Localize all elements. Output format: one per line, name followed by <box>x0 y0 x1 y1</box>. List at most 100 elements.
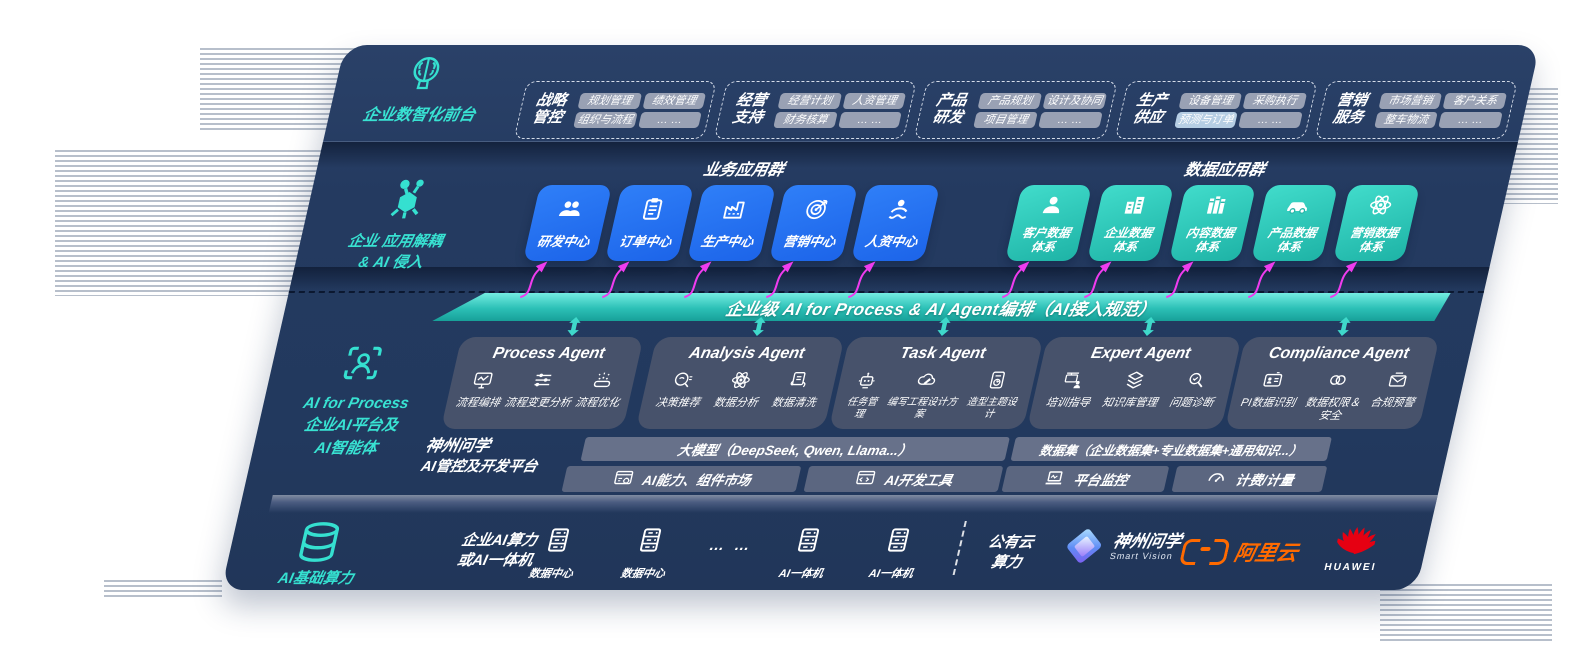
atom-icon <box>1364 192 1397 223</box>
layer-label-compute: AI基础算力 <box>276 570 356 587</box>
double-arrow-icon <box>565 317 583 336</box>
mail-alert-icon <box>1383 369 1411 394</box>
data-box-marketing: 营销数据 体系 <box>1332 185 1421 261</box>
training-icon <box>1059 369 1087 394</box>
server-ai-appliance-2: AI一体机 <box>851 525 940 581</box>
module-pill: 整车物流 <box>1374 111 1439 128</box>
main-panel: 企业数智化前台 战略 管控 规划管理 绩效管理 组织与流程 … … 经营 支持 经营… <box>221 45 1540 590</box>
car-icon <box>1282 192 1315 223</box>
monitor-box: 平台监控 <box>1001 466 1170 492</box>
szwx-logo: 神州问学 Smart Vision <box>1063 527 1184 565</box>
market-icon <box>609 467 637 492</box>
aliyun-logo: 阿里云 <box>1178 537 1301 567</box>
optimize-icon <box>588 369 616 394</box>
group-name: 战略 管控 <box>530 92 569 126</box>
dashed-separator <box>288 291 1485 293</box>
server-icon <box>879 525 917 560</box>
group-operation: 经营 支持 经营计划 人资管理 财务核算 … … <box>713 81 918 139</box>
agent-title: Analysis Agent <box>687 345 807 362</box>
aliyun-bracket-icon <box>1178 539 1231 565</box>
brain-icon <box>398 51 452 102</box>
books-icon <box>1200 192 1233 223</box>
app-box-production-center: 生产中心 <box>686 185 777 261</box>
model-bar: 大模型（DeepSeek, Qwen, Llama...） <box>580 437 1010 461</box>
server-icon <box>789 525 827 560</box>
sliders-icon <box>529 369 557 394</box>
molecule-icon <box>377 173 438 232</box>
group-product-rd: 产品 研发 产品规划 设计及协同 项目管理 … … <box>914 81 1118 139</box>
app-box-marketing-center: 营销中心 <box>768 185 859 261</box>
group-name: 生产 供应 <box>1131 92 1169 126</box>
robot-icon <box>853 369 881 394</box>
server-datacenter-2: 数据中心 <box>603 525 692 581</box>
user-icon <box>1036 192 1069 223</box>
server-datacenter-1: 数据中心 <box>511 525 600 581</box>
layer-divider <box>268 495 1438 513</box>
clipboard-icon <box>636 196 669 227</box>
module-pill: 财务核算 <box>773 111 838 128</box>
business-group-title: 业务应用群 <box>701 162 786 179</box>
module-pill: … … <box>1438 111 1503 128</box>
factory-icon <box>718 196 751 227</box>
layer-label-front-office: 企业数智化前台 <box>361 107 477 124</box>
module-pill: … … <box>1038 111 1103 128</box>
module-pill: … … <box>838 111 903 128</box>
data-clean-icon <box>785 369 813 394</box>
module-pill: 产品规划 <box>977 92 1043 109</box>
hatch-decoration <box>1380 584 1552 642</box>
cloud-pen-icon <box>913 369 941 394</box>
agent-box-analysis: Analysis Agent 决策推荐 数据分析 数据清洗 <box>635 337 845 429</box>
group-production-supply: 生产 供应 设备管理 采购执行 预测与订单 … … <box>1114 81 1318 139</box>
data-box-enterprise: 企业数据 体系 <box>1086 185 1175 261</box>
data-box-customer: 客户数据 体系 <box>1004 185 1093 261</box>
server-icon <box>539 525 577 560</box>
module-pill: 人资管理 <box>842 92 907 109</box>
group-name: 营销 服务 <box>1331 92 1370 126</box>
layer-label-decoupling: 企业 应用解耦 & AI 侵入 <box>346 233 445 271</box>
atom-icon <box>727 369 755 394</box>
front-office-groups: 战略 管控 规划管理 绩效管理 组织与流程 … … 经营 支持 经营计划 人资管理 … <box>513 81 1518 139</box>
agent-box-process: Process Agent 流程编排 流程变更分析 流程优化 <box>440 337 644 429</box>
team-icon <box>554 196 587 227</box>
flow-editor-icon <box>469 369 497 394</box>
module-pill: 设备管理 <box>1178 92 1243 109</box>
advise-head-icon <box>669 369 697 394</box>
module-pill: … … <box>637 111 703 128</box>
module-pill: … … <box>1238 111 1303 128</box>
devtools-icon <box>851 467 879 492</box>
laptop-monitor-icon <box>1040 467 1068 492</box>
diagnose-icon <box>1182 369 1210 394</box>
dataset-bar: 数据集（企业数据集+专业数据集+通用知识...） <box>1010 437 1332 461</box>
agent-title: Task Agent <box>898 345 988 362</box>
data-group-title: 数据应用群 <box>1182 162 1267 179</box>
gauge-icon <box>1202 467 1230 492</box>
hatch-decoration <box>104 580 222 597</box>
link-rings-icon <box>1324 369 1352 394</box>
devtools-box: AI开发工具 <box>803 466 1004 492</box>
theme-design-icon <box>983 369 1011 394</box>
target-icon <box>800 196 833 227</box>
data-box-product: 产品数据 体系 <box>1250 185 1339 261</box>
group-marketing-service: 营销 服务 市场营销 客户关系 整车物流 … … <box>1314 81 1518 139</box>
data-box-content: 内容数据 体系 <box>1168 185 1257 261</box>
group-name: 产品 研发 <box>930 92 969 126</box>
agent-box-expert: Expert Agent 培训指导 知识库管理 问题诊断 <box>1026 337 1242 429</box>
huawei-logo: HUAWEI <box>1307 523 1402 573</box>
id-card-icon <box>1259 369 1287 394</box>
layer-label-ai-platform: AI for Process 企业AI平台及 AI智能体 <box>301 395 411 457</box>
agent-title: Compliance Agent <box>1267 345 1411 362</box>
layers-icon <box>1121 369 1149 394</box>
building-icon <box>1118 192 1151 223</box>
server-icon <box>631 525 669 560</box>
double-arrow-icon <box>1335 317 1353 336</box>
module-pill: 采购执行 <box>1242 92 1308 109</box>
agent-box-compliance: Compliance Agent PI数据识别 数据权限＆安全 合规预警 <box>1224 337 1440 429</box>
double-arrow-icon <box>750 317 768 336</box>
module-pill-highlighted: 预测与订单 <box>1173 111 1239 128</box>
double-arrow-icon <box>1140 317 1158 336</box>
module-pill: 绩效管理 <box>642 92 707 109</box>
group-name: 经营 支持 <box>730 92 769 126</box>
huawei-flower-icon <box>1332 523 1380 560</box>
app-box-hr-center: 人资中心 <box>850 185 941 261</box>
